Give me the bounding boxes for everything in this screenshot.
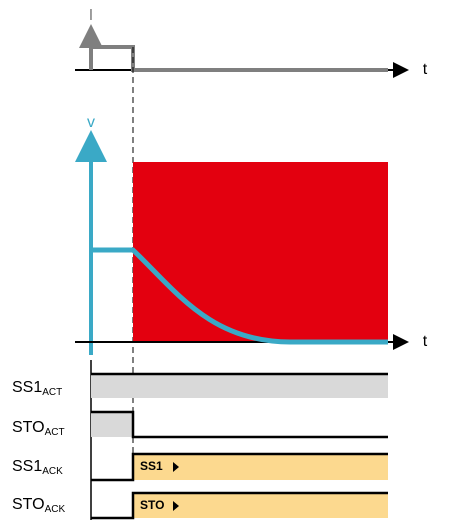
signal-name: SS1 xyxy=(12,458,42,475)
arrow-icon xyxy=(173,501,179,511)
signal-label: STOACT xyxy=(12,419,65,437)
box-label: SS1 xyxy=(140,459,163,473)
signal-subscript: ACK xyxy=(42,466,63,477)
stop-region xyxy=(133,162,388,342)
box-label: STO xyxy=(140,498,164,512)
signal-name: STO xyxy=(12,496,45,513)
signal-label: SS1ACK xyxy=(12,458,63,476)
signal-line xyxy=(91,491,388,520)
v-label: v xyxy=(87,114,95,131)
signal-subscript: ACT xyxy=(45,427,65,438)
signal-label: STOACK xyxy=(12,496,66,514)
signal-name: SS1 xyxy=(12,379,42,396)
signal-fill xyxy=(91,374,388,398)
signal-name: STO xyxy=(12,419,45,436)
signal-subscript: ACT xyxy=(42,387,62,398)
signal-subscript: ACK xyxy=(45,504,66,515)
signal-line xyxy=(91,452,388,482)
signal-fill xyxy=(133,454,388,480)
i-label: I xyxy=(89,7,93,24)
speed-curve xyxy=(91,247,388,345)
signal-line xyxy=(91,410,388,439)
t-label: t xyxy=(423,333,428,350)
current-signal xyxy=(89,45,388,72)
signal-fill xyxy=(133,493,388,518)
t-label: t xyxy=(423,61,428,78)
arrow-icon xyxy=(173,462,179,472)
signal-fill xyxy=(91,412,133,437)
signal-label: SS1ACT xyxy=(12,379,62,397)
